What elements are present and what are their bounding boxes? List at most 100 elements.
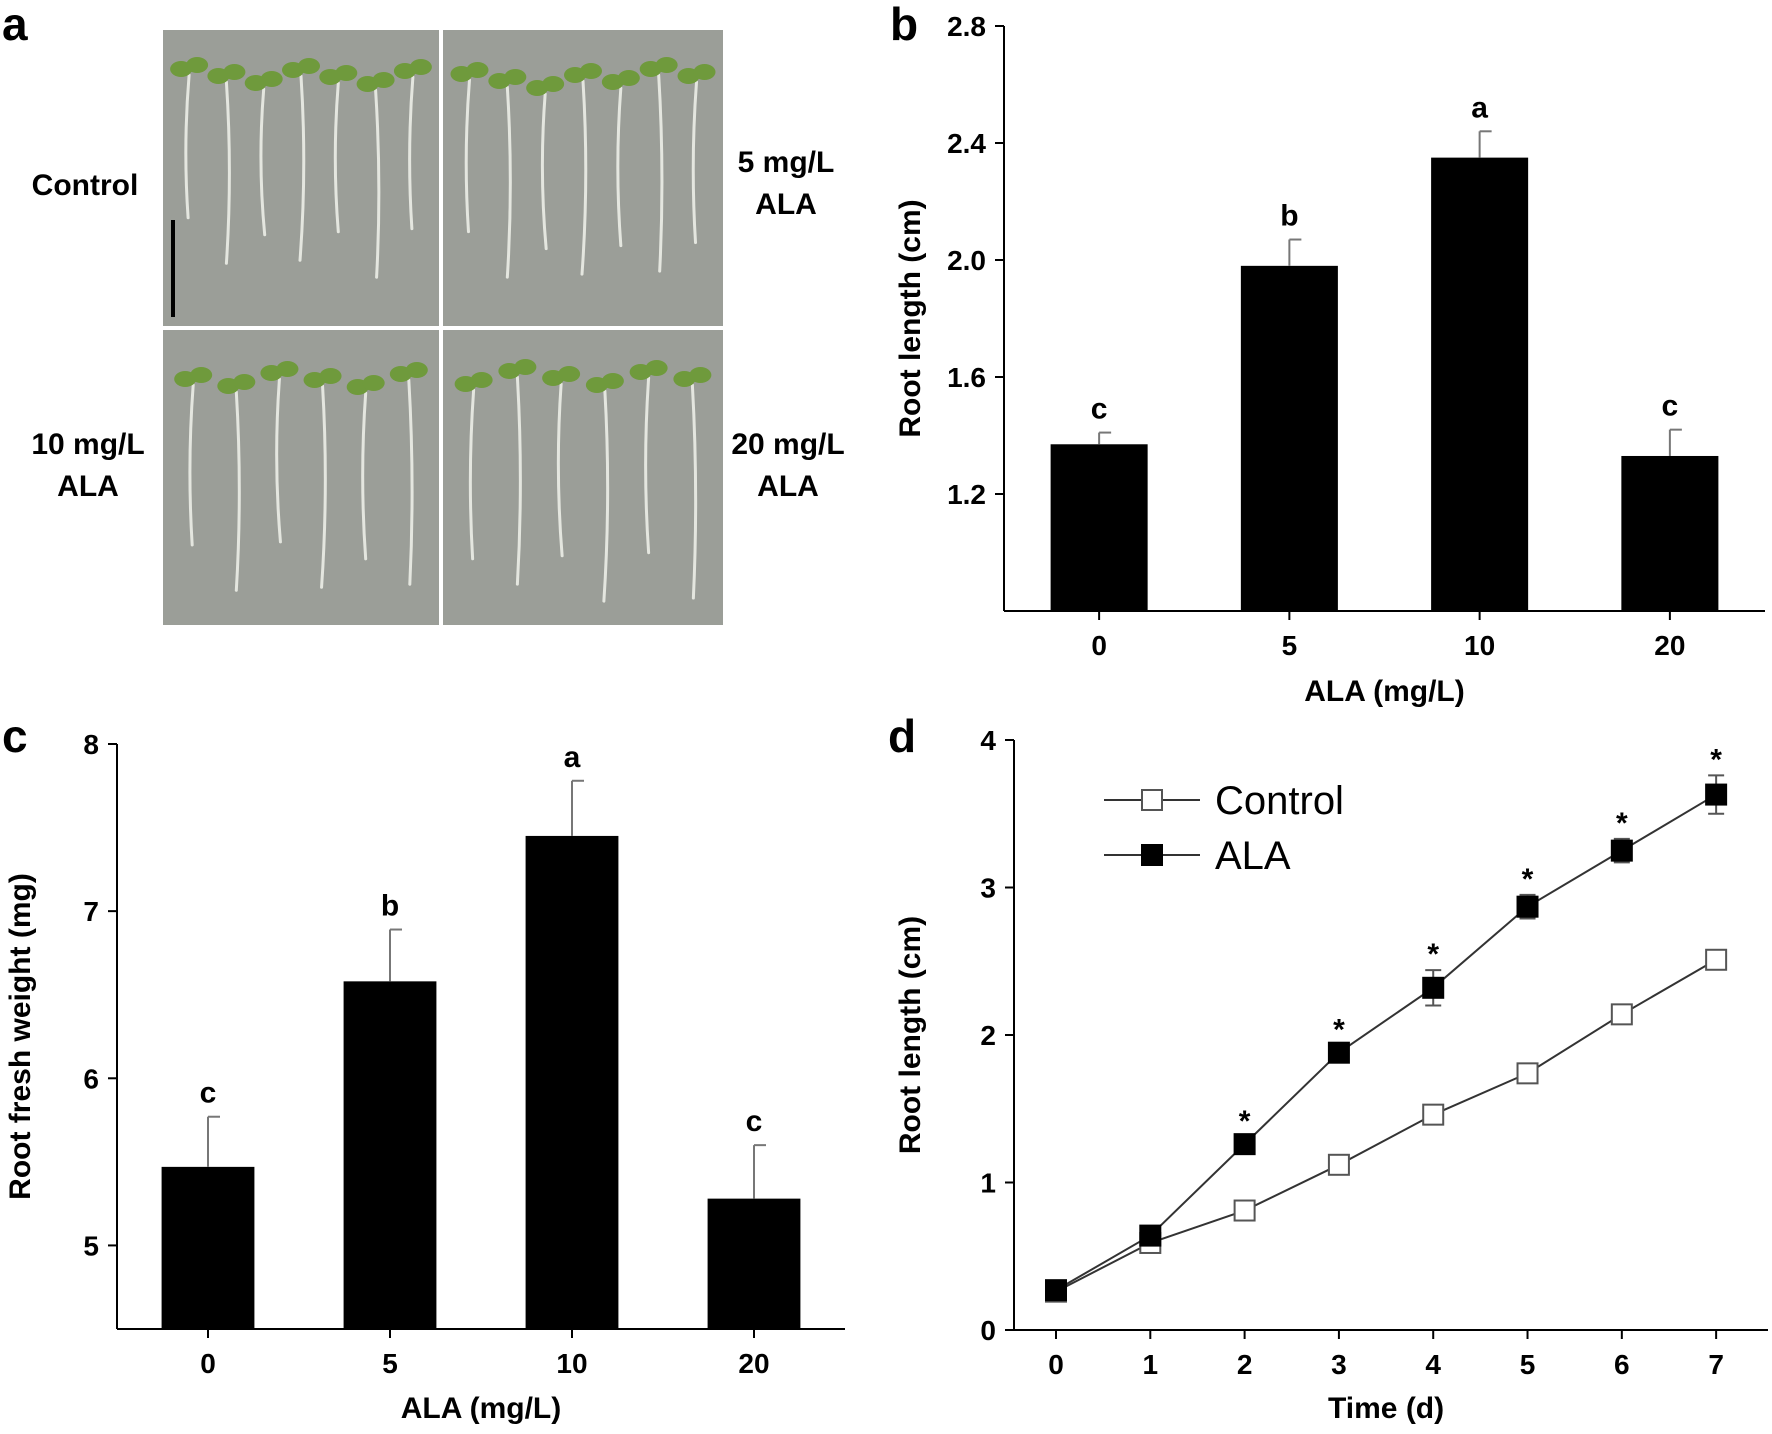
- data-point: [1233, 1133, 1256, 1156]
- seedling-leaf: [362, 375, 385, 391]
- seedling-root: [602, 389, 610, 603]
- data-point: [1516, 895, 1539, 918]
- seedling-leaf: [190, 367, 213, 383]
- seedling-leaf: [470, 372, 493, 388]
- label-10mgl-line2: ALA: [57, 470, 119, 503]
- seedling-leaf: [186, 57, 209, 73]
- data-point: [1327, 1153, 1350, 1176]
- seedling-leaf: [319, 368, 342, 384]
- series-line: [1055, 958, 1717, 1293]
- y-tick-label: 7: [83, 896, 99, 927]
- label-5mgl-line2: ALA: [755, 188, 817, 221]
- legend-marker: [1141, 789, 1163, 811]
- x-tick-label: 6: [1614, 1349, 1630, 1380]
- y-axis-title: Root length (cm): [894, 199, 927, 437]
- significance-asterisk: *: [1333, 1013, 1345, 1046]
- photo-20mgl: [443, 330, 723, 625]
- panel-a-letter: a: [2, 0, 28, 50]
- photo-control: [163, 30, 439, 326]
- seedling-root: [468, 388, 476, 561]
- x-tick-label: 3: [1331, 1349, 1347, 1380]
- data-point: [1327, 1041, 1350, 1064]
- series-line: [1055, 793, 1717, 1292]
- label-20mgl-line1: 20 mg/L: [731, 428, 844, 461]
- bar: [343, 981, 437, 1329]
- legend-label: Control: [1215, 779, 1344, 823]
- seedling-root: [691, 80, 699, 245]
- seedling-leaf: [298, 58, 320, 74]
- y-tick-label: 1.2: [947, 479, 986, 510]
- x-tick-label: 10: [1464, 630, 1495, 661]
- bar: [525, 835, 619, 1329]
- x-tick-label: 5: [1520, 1349, 1536, 1380]
- bar: [1621, 455, 1719, 611]
- bar: [1240, 265, 1338, 611]
- x-tick-label: 2: [1237, 1349, 1253, 1380]
- chart-root-fresh-weight-by-ala: 5 6 7 8 c 0 b 5 a 10 c 20 ALA (mg/L) Root fresh weigh…: [4, 729, 845, 1425]
- seedling-root: [234, 390, 241, 592]
- significance-asterisk: *: [1616, 807, 1628, 840]
- bar: [1431, 157, 1529, 611]
- chart-root-length-by-ala: 1.2 1.6 2.0 2.4 2.8 c 0 b 5 a 10 c 20 ALA (mg/L) Root …: [894, 11, 1765, 708]
- y-tick-label: 2.0: [947, 245, 986, 276]
- seedling-root: [298, 74, 306, 262]
- seedling-root: [644, 376, 651, 555]
- significance-label: c: [746, 1105, 763, 1138]
- data-point: [1705, 783, 1728, 806]
- series-ala: [1045, 774, 1728, 1302]
- panel-d-letter: d: [888, 710, 916, 762]
- significance-label: c: [1662, 390, 1679, 423]
- seedling-photo-grid: [160, 27, 726, 628]
- panel-c-letter: c: [2, 710, 28, 762]
- y-axis-title: Root length (cm): [894, 916, 927, 1154]
- data-point: [1610, 839, 1633, 862]
- seedling-leaf: [409, 59, 432, 75]
- chart-root-length-over-time: 0 1 2 3 4 0 1 2 3 4 5 6 7 * * * * * * Control ALA Time (d) Roo…: [894, 725, 1768, 1425]
- seedling-root: [580, 79, 588, 276]
- legend: Control ALA: [1104, 779, 1344, 878]
- y-tick-label: 1.6: [947, 362, 986, 393]
- seedling-leaf: [689, 367, 712, 383]
- seedling-leaf: [558, 366, 581, 382]
- seedling-root: [333, 81, 340, 234]
- seedling-root: [505, 85, 512, 279]
- seedling-leaf: [276, 361, 299, 377]
- label-20mgl-line2: ALA: [757, 470, 819, 503]
- data-point: [1705, 948, 1728, 971]
- seedling-root: [540, 92, 548, 251]
- data-point: [1422, 1103, 1445, 1126]
- x-tick-label: 1: [1143, 1349, 1159, 1380]
- y-tick-label: 3: [980, 873, 996, 904]
- seedling-root: [464, 78, 471, 234]
- y-tick-label: 1: [980, 1168, 996, 1199]
- data-point: [1422, 976, 1445, 999]
- seedling-leaf: [233, 374, 256, 390]
- x-tick-label: 10: [556, 1348, 587, 1379]
- significance-asterisk: *: [1522, 863, 1534, 896]
- significance-label: b: [1280, 200, 1298, 233]
- seedling-leaf: [335, 65, 358, 81]
- data-point: [1139, 1224, 1162, 1247]
- significance-label: b: [381, 890, 399, 923]
- seedling-leaf: [405, 362, 428, 378]
- bar: [161, 1166, 255, 1329]
- significance-label: a: [1471, 91, 1488, 124]
- panel-b-letter: b: [890, 0, 918, 50]
- x-tick-label: 7: [1708, 1349, 1724, 1380]
- y-tick-label: 2.4: [947, 128, 986, 159]
- y-tick-label: 8: [83, 729, 99, 760]
- seedling-leaf: [514, 359, 537, 375]
- y-axis-title: Root fresh weight (mg): [4, 873, 37, 1200]
- x-tick-label: 4: [1425, 1349, 1441, 1380]
- label-5mgl-line1: 5 mg/L: [738, 146, 835, 179]
- seedling-root: [556, 382, 564, 558]
- bar: [1050, 444, 1148, 611]
- significance-label: c: [200, 1077, 217, 1110]
- seedling-root: [657, 73, 664, 273]
- x-tick-label: 0: [1048, 1349, 1064, 1380]
- seedling-leaf: [580, 63, 602, 79]
- seedling-leaf: [504, 69, 527, 85]
- seedling-root: [616, 86, 623, 248]
- label-control: Control: [32, 169, 139, 202]
